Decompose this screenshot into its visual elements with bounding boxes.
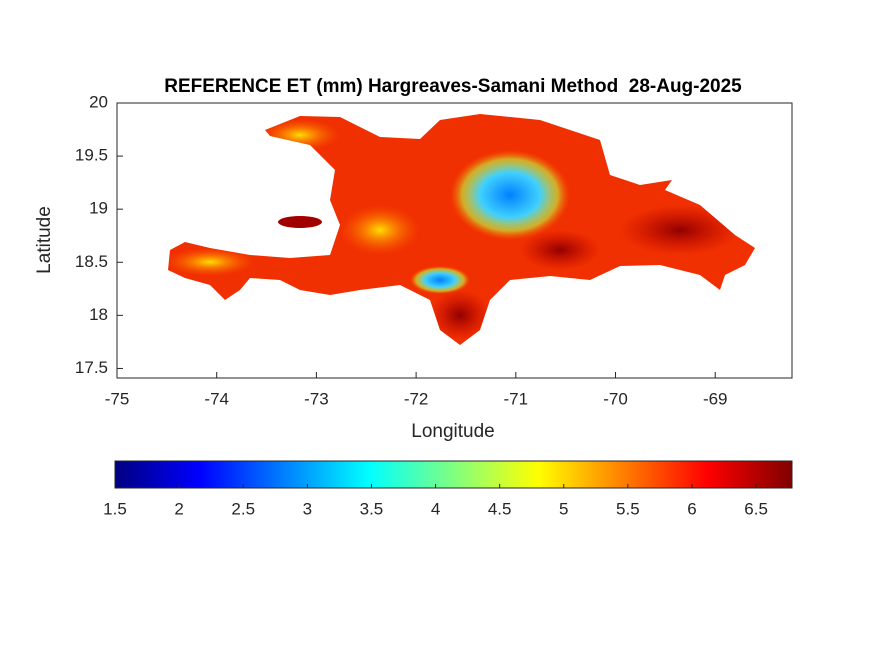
colorbar-tick-label: 3	[303, 499, 312, 518]
colorbar-tick-label: 4.5	[488, 499, 512, 518]
y-tick-label: 18	[89, 305, 108, 324]
x-tick-label: -69	[703, 389, 728, 408]
chart-title: REFERENCE ET (mm) Hargreaves-Samani Meth…	[164, 76, 742, 97]
colorbar-tick-label: 6.5	[744, 499, 768, 518]
x-tick-label: -74	[204, 389, 229, 408]
colorbar-tick-label: 4	[431, 499, 440, 518]
colorbar-tick-label: 6	[687, 499, 696, 518]
colorbar-tick-label: 1.5	[103, 499, 127, 518]
x-tick-label: -71	[504, 389, 529, 408]
y-tick-label: 17.5	[75, 358, 108, 377]
colorbar-tick-label: 3.5	[360, 499, 384, 518]
colorbar-tick-label: 5.5	[616, 499, 640, 518]
y-axis-label: Latitude	[34, 206, 55, 274]
x-tick-label: -70	[603, 389, 628, 408]
colorbar-tick-label: 5	[559, 499, 568, 518]
map-axes: REFERENCE ET (mm) Hargreaves-Samani Meth…	[34, 76, 793, 489]
y-tick-label: 18.5	[75, 252, 108, 271]
x-axis-label: Longitude	[411, 421, 494, 442]
x-tick-label: -75	[105, 389, 130, 408]
y-tick-label: 19	[89, 199, 108, 218]
x-tick-label: -73	[304, 389, 329, 408]
colorbar	[114, 460, 793, 489]
x-tick-label: -72	[404, 389, 429, 408]
y-tick-label: 19.5	[75, 146, 108, 165]
colorbar-tick-label: 2.5	[231, 499, 255, 518]
colorbar-tick-label: 2	[174, 499, 183, 518]
y-tick-label: 20	[89, 92, 108, 111]
